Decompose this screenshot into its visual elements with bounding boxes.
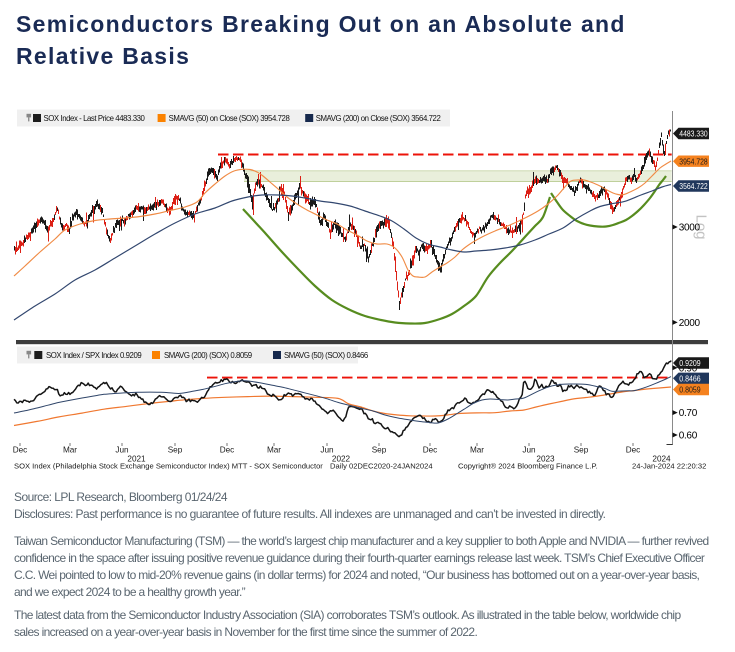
svg-text:0.90: 0.90 xyxy=(679,363,698,374)
svg-text:SOX Index / SPX Index 0.9209: SOX Index / SPX Index 0.9209 xyxy=(46,351,141,360)
svg-text:Copyright® 2024 Bloomberg Fina: Copyright® 2024 Bloomberg Finance L.P. xyxy=(458,462,598,471)
svg-text:SOX Index - Last Price 4483.33: SOX Index - Last Price 4483.330 xyxy=(44,114,146,123)
svg-text:24-Jan-2024 22:20:32: 24-Jan-2024 22:20:32 xyxy=(632,462,706,471)
svg-text:Jun: Jun xyxy=(115,446,129,455)
svg-text:Dec: Dec xyxy=(220,446,235,455)
svg-text:Mar: Mar xyxy=(63,446,77,455)
svg-text:3564.722: 3564.722 xyxy=(679,182,708,191)
svg-text:0.60: 0.60 xyxy=(679,431,698,442)
svg-text:Daily 02DEC2020-24JAN2024: Daily 02DEC2020-24JAN2024 xyxy=(330,462,433,471)
svg-text:0.8059: 0.8059 xyxy=(679,386,701,395)
svg-text:Sep: Sep xyxy=(372,446,387,455)
svg-text:Sep: Sep xyxy=(168,446,183,455)
svg-text:0.70: 0.70 xyxy=(679,408,698,419)
svg-text:Mar: Mar xyxy=(267,446,281,455)
svg-text:0.9209: 0.9209 xyxy=(679,359,701,368)
svg-text:Jun: Jun xyxy=(320,446,334,455)
svg-text:SMAVG (200) (SOX) 0.8059: SMAVG (200) (SOX) 0.8059 xyxy=(164,351,252,360)
svg-text:Jun: Jun xyxy=(522,446,536,455)
svg-text:Dec: Dec xyxy=(13,446,28,455)
svg-text:Dec: Dec xyxy=(423,446,438,455)
svg-text:2000: 2000 xyxy=(679,318,701,329)
svg-text:2022: 2022 xyxy=(332,455,351,464)
svg-text:Log: Log xyxy=(693,215,710,240)
svg-text:SOX Index (Philadelphia Stock: SOX Index (Philadelphia Stock Exchange S… xyxy=(14,462,323,471)
svg-text:4483.330: 4483.330 xyxy=(679,130,708,139)
svg-text:SMAVG (50) (SOX) 0.8466: SMAVG (50) (SOX) 0.8466 xyxy=(284,351,368,360)
svg-text:2021: 2021 xyxy=(127,455,146,464)
svg-text:3954.728: 3954.728 xyxy=(679,157,708,166)
svg-text:0.8466: 0.8466 xyxy=(679,374,701,383)
svg-text:SMAVG (200) on Close (SOX) 3: SMAVG (200) on Close (SOX) 3564.722 xyxy=(316,114,441,123)
svg-text:Dec: Dec xyxy=(626,446,641,455)
svg-text:SMAVG (50) on Close (SOX) 39: SMAVG (50) on Close (SOX) 3954.728 xyxy=(169,114,290,123)
svg-text:Mar: Mar xyxy=(470,446,484,455)
svg-text:Sep: Sep xyxy=(574,446,589,455)
svg-text:3000: 3000 xyxy=(679,223,701,234)
svg-text:2024: 2024 xyxy=(652,455,671,464)
svg-text:2023: 2023 xyxy=(536,455,555,464)
